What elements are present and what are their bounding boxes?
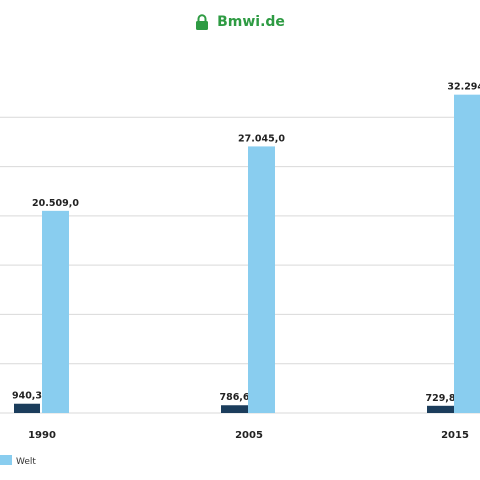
- chart-bars: 940,3 20.509,0 786,6 27.045,0 729,8 32.294,: [12, 82, 480, 413]
- bar: [221, 405, 248, 413]
- x-axis: 1990 2005 2015: [28, 430, 469, 441]
- x-tick-label: 2015: [441, 430, 469, 441]
- chart-legend: Welt: [0, 455, 36, 467]
- bar: [14, 403, 40, 413]
- data-label: 729,8: [425, 393, 455, 404]
- x-tick-label: 1990: [28, 430, 56, 441]
- data-label: 20.509,0: [32, 198, 79, 209]
- bar: [454, 94, 480, 413]
- data-label: 786,6: [219, 392, 249, 403]
- chart-gridlines: [0, 116, 480, 414]
- browser-url-bar[interactable]: Bmwi.de: [0, 0, 480, 44]
- legend-swatch: [0, 455, 12, 465]
- data-label: 32.294,: [447, 82, 480, 93]
- browser-url: Bmwi.de: [217, 14, 285, 30]
- data-label: 27.045,0: [238, 133, 285, 144]
- bar-chart: 940,3 20.509,0 786,6 27.045,0 729,8 32.294, 1…: [0, 82, 480, 467]
- bar: [248, 146, 275, 413]
- bar: [42, 210, 69, 413]
- bar: [427, 405, 454, 413]
- x-tick-label: 2005: [235, 430, 263, 441]
- data-label: 940,3: [12, 391, 42, 402]
- legend-label: Welt: [16, 457, 36, 467]
- lock-icon: [196, 14, 209, 30]
